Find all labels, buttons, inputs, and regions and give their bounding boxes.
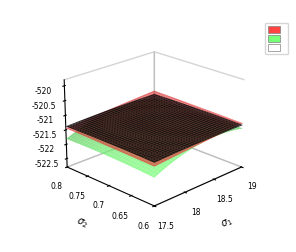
Legend: , , : , , [265, 24, 289, 55]
Y-axis label: $\sigma_2$: $\sigma_2$ [74, 215, 90, 230]
X-axis label: $\sigma_1$: $\sigma_1$ [219, 215, 234, 230]
